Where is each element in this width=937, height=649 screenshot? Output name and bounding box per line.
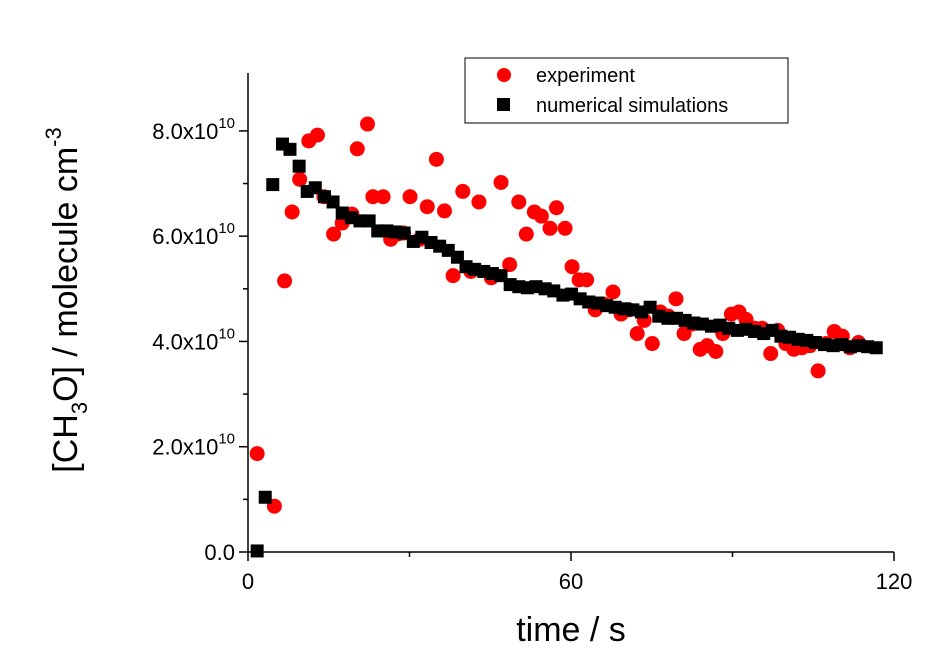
data-point-experiment <box>309 127 325 143</box>
legend-marker-experiment <box>497 68 511 82</box>
data-point-experiment <box>284 204 300 220</box>
data-point-experiment <box>471 194 487 210</box>
data-point-experiment <box>436 203 452 219</box>
y-tick-label: 0.0 <box>204 540 235 565</box>
data-point-experiment <box>564 259 580 275</box>
data-point-experiment <box>445 268 461 284</box>
data-point-experiment <box>502 257 518 273</box>
data-point-experiment <box>419 199 435 215</box>
data-point-experiment <box>644 336 660 352</box>
axis-ticks <box>239 130 895 561</box>
data-point-experiment <box>360 116 376 132</box>
legend-label-experiment: experiment <box>536 65 635 87</box>
y-tick-label: 2.0x1010 <box>152 431 235 460</box>
data-point-experiment <box>533 208 549 224</box>
data-point-simulation <box>292 159 306 173</box>
data-point-experiment <box>518 226 534 242</box>
x-tick-label: 60 <box>559 569 583 594</box>
data-point-simulation <box>869 341 883 355</box>
y-tick-label: 4.0x1010 <box>152 325 235 354</box>
data-point-experiment <box>292 171 308 187</box>
series-experiment <box>249 116 866 514</box>
data-point-simulation <box>266 178 280 192</box>
x-axis-title: time / s <box>516 611 626 649</box>
data-point-experiment <box>326 226 342 242</box>
data-point-simulation <box>258 490 272 504</box>
data-point-experiment <box>349 141 365 157</box>
data-point-experiment <box>428 151 444 167</box>
data-point-experiment <box>557 220 573 236</box>
data-point-experiment <box>708 343 724 359</box>
data-point-simulation <box>362 214 376 228</box>
data-point-simulation <box>326 195 340 209</box>
series-numerical-simulations <box>250 137 883 558</box>
data-point-experiment <box>629 326 645 342</box>
tick-labels: 0 60 120 0.0 2.0x1010 4.0x1010 6.0x1010 8.0x101… <box>152 115 912 594</box>
data-point-experiment <box>579 272 595 288</box>
data-point-experiment <box>810 363 826 379</box>
data-point-experiment <box>375 189 391 205</box>
y-axis-title: [CH3O] / molecule cm-3 <box>41 127 92 472</box>
data-point-experiment <box>542 220 558 236</box>
series-layer <box>249 116 883 558</box>
legend-marker-numerical-simulations <box>497 98 510 111</box>
data-point-experiment <box>277 273 293 289</box>
data-point-experiment <box>668 291 684 307</box>
legend-label-numerical-simulations: numerical simulations <box>536 95 728 117</box>
y-tick-label: 6.0x1010 <box>152 220 235 249</box>
data-point-experiment <box>511 194 527 210</box>
x-tick-label: 120 <box>876 569 913 594</box>
data-point-simulation <box>250 544 264 558</box>
data-point-simulation <box>283 142 297 156</box>
data-point-experiment <box>402 189 418 205</box>
x-tick-label: 0 <box>242 569 254 594</box>
data-point-experiment <box>493 174 509 190</box>
data-point-experiment <box>455 183 471 199</box>
data-point-experiment <box>763 346 779 362</box>
legend: experiment numerical simulations <box>464 57 789 124</box>
data-point-experiment <box>605 284 621 300</box>
data-point-experiment <box>249 446 265 462</box>
data-point-experiment <box>548 200 564 216</box>
y-tick-label: 8.0x1010 <box>152 115 235 144</box>
legend-box <box>464 57 789 124</box>
